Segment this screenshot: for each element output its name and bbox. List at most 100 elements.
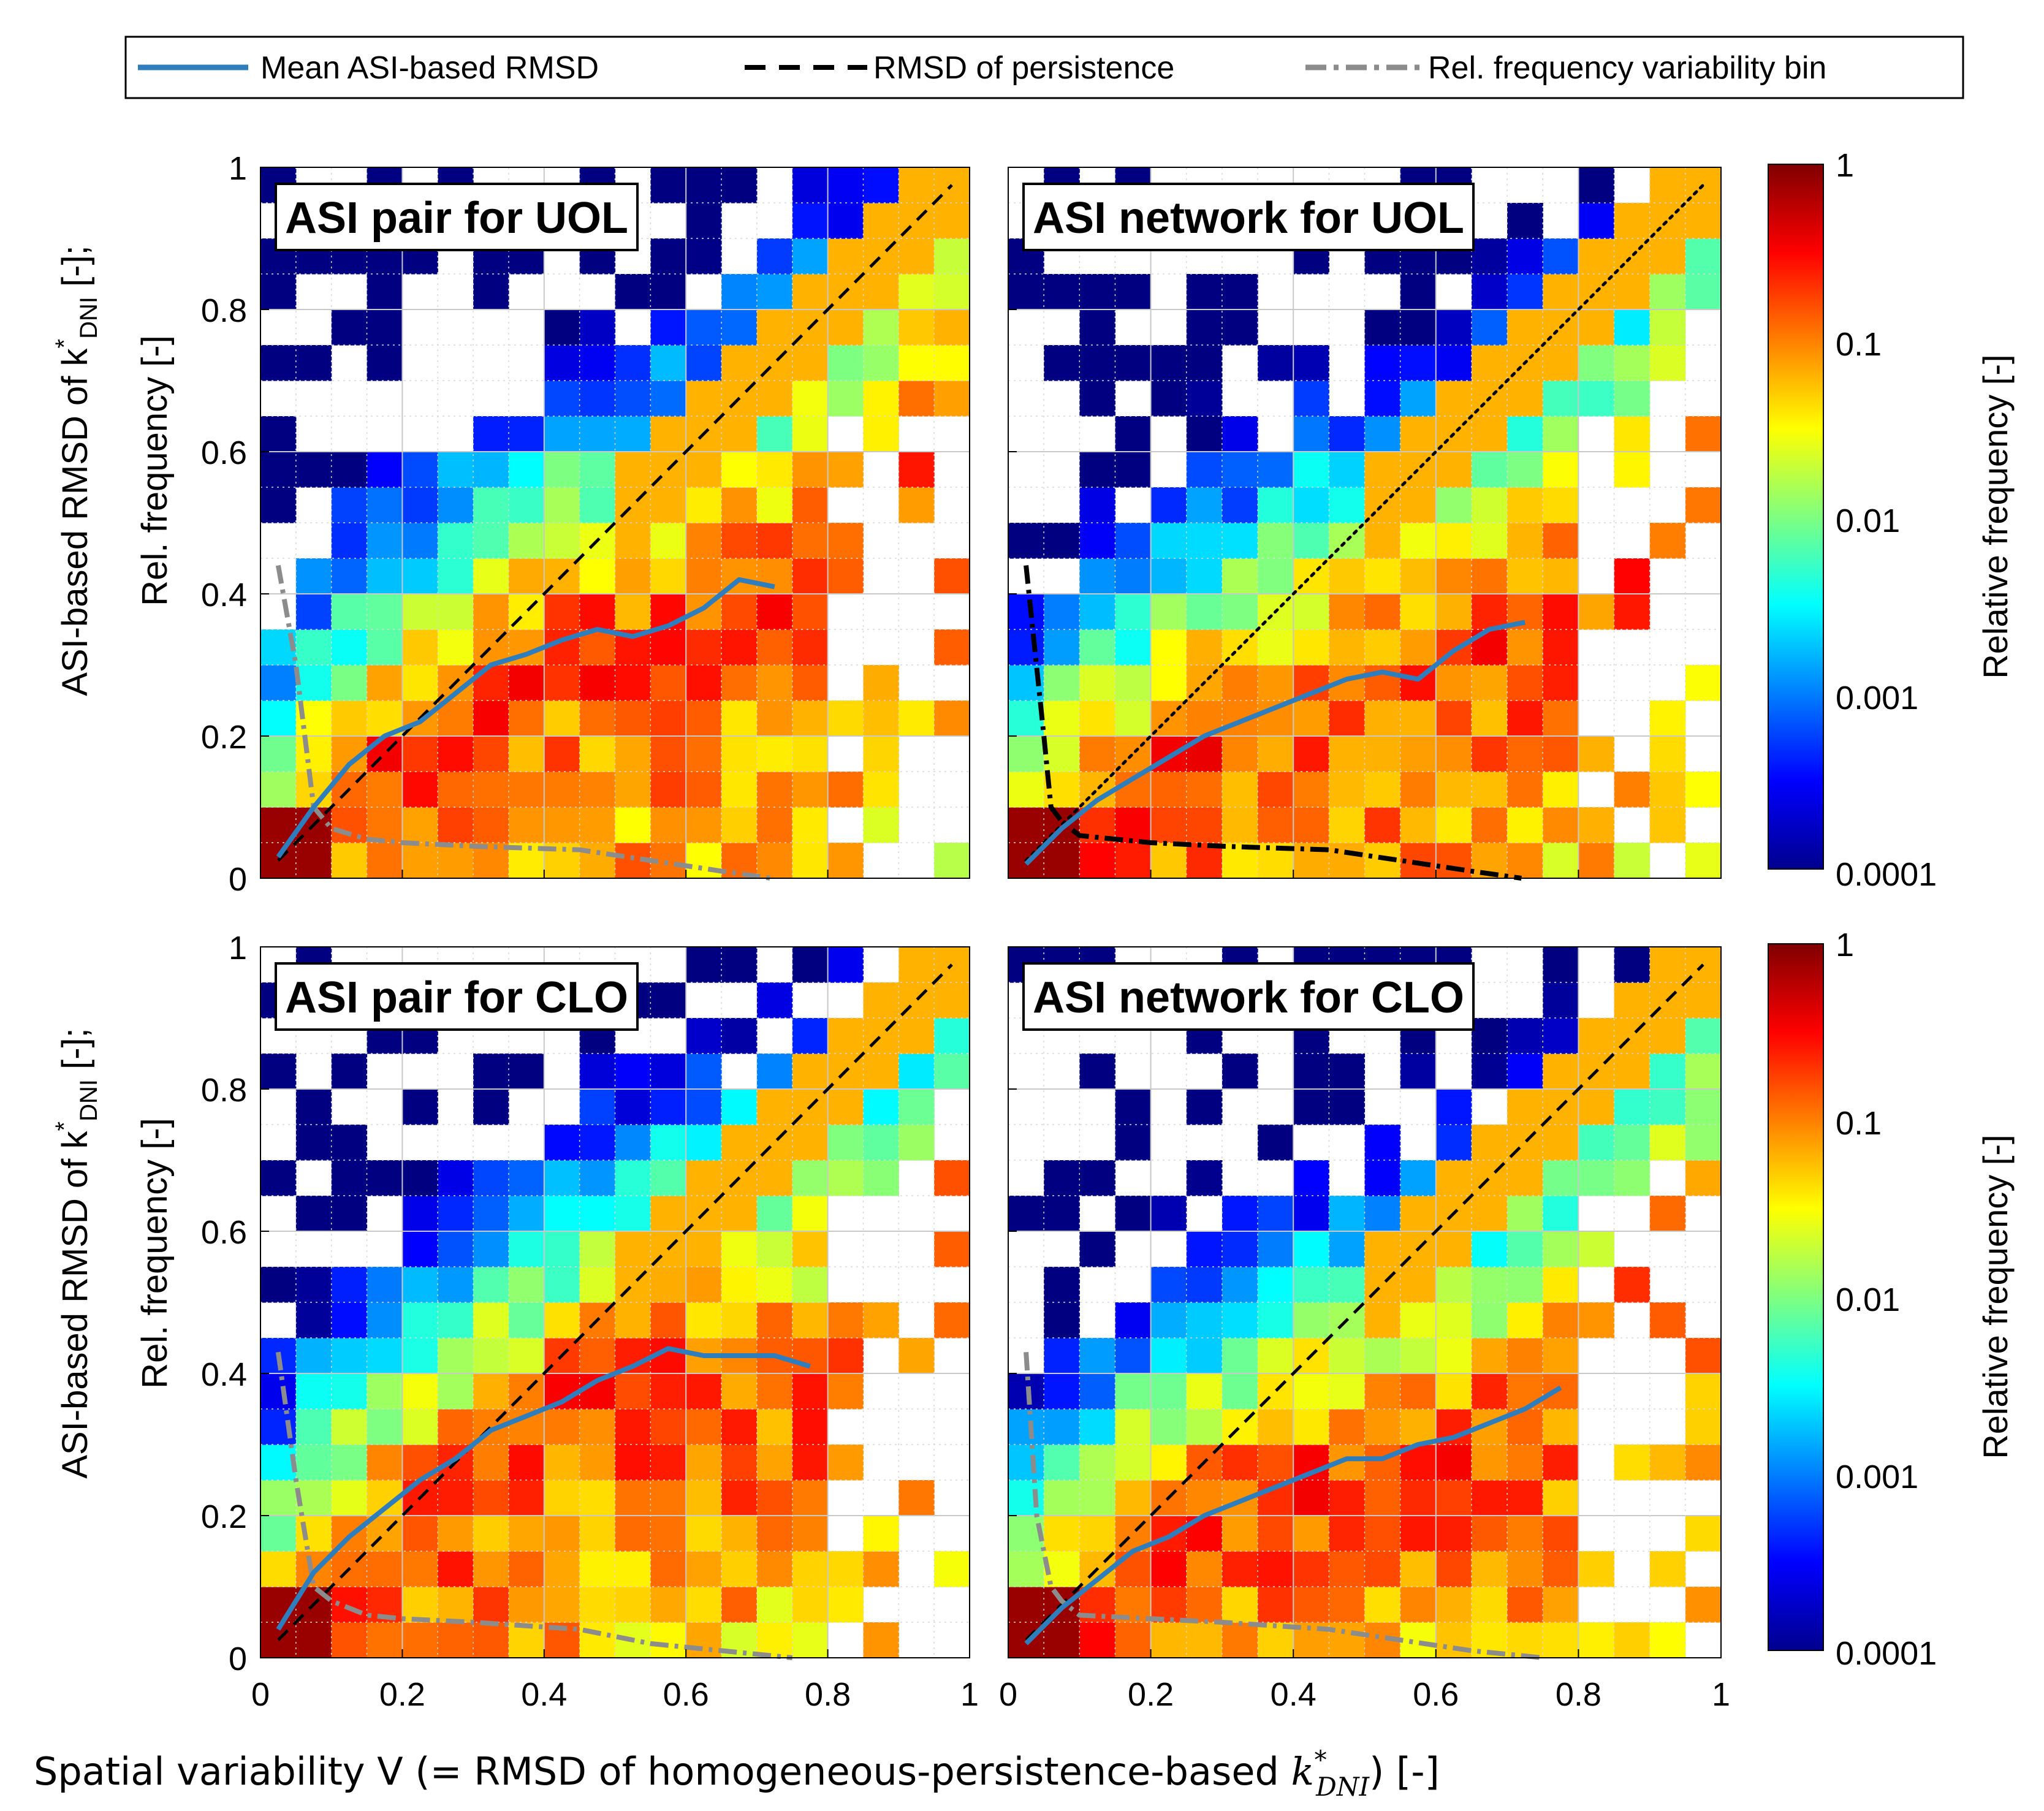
- heatmap-cell: [1293, 736, 1329, 772]
- heatmap-cell: [650, 736, 686, 772]
- heatmap-cell: [1008, 594, 1044, 630]
- heatmap-cell: [934, 309, 970, 346]
- heatmap-cell: [721, 629, 758, 666]
- heatmap-cell: [1150, 1267, 1187, 1303]
- heatmap-cell: [1471, 1125, 1508, 1161]
- heatmap-cell: [1329, 1054, 1366, 1090]
- heatmap-cell: [686, 807, 722, 843]
- heatmap-cell: [650, 1373, 686, 1410]
- heatmap-cell: [792, 345, 829, 381]
- heatmap-cell: [1258, 772, 1294, 808]
- heatmap-cell: [827, 309, 864, 346]
- heatmap-cell: [1293, 523, 1329, 559]
- heatmap-cell: [1079, 1160, 1116, 1196]
- colorbar-top-gradient: [1768, 164, 1824, 870]
- heatmap-cell: [686, 1480, 722, 1516]
- heatmap-cell: [1044, 1302, 1080, 1338]
- heatmap-cell: [863, 167, 899, 203]
- heatmap-cell: [650, 700, 686, 737]
- heatmap-cell: [1150, 523, 1187, 559]
- heatmap-cell: [756, 1089, 793, 1125]
- mean-rmsd-line: [276, 577, 775, 859]
- heatmap-cell: [1507, 1302, 1543, 1338]
- heatmap-cell: [721, 594, 758, 630]
- heatmap-cell: [1186, 1267, 1223, 1303]
- heatmap-cell: [1435, 1302, 1472, 1338]
- persistence-rmsd-line: [277, 184, 953, 862]
- heatmap-cell: [438, 843, 474, 879]
- heatmap-cell: [1044, 594, 1080, 630]
- heatmap-cell: [1435, 1516, 1472, 1552]
- heatmap-cell: [579, 452, 616, 488]
- heatmap-cell: [331, 1445, 368, 1481]
- heatmap-cell: [1685, 238, 1722, 275]
- panel-title-frame: [275, 183, 639, 251]
- heatmap-cell: [1115, 700, 1152, 737]
- heatmap-cell: [1258, 1125, 1294, 1161]
- heatmap-cell: [934, 1018, 970, 1054]
- heatmap-cell: [615, 1125, 651, 1161]
- heatmap-cell: [792, 1551, 829, 1587]
- heatmap-cell: [1364, 736, 1401, 772]
- heatmap-cell: [756, 1551, 793, 1587]
- heatmap-cell: [1221, 487, 1258, 523]
- heatmap-cell: [1293, 1480, 1329, 1516]
- legend-label-frequency: Rel. frequency variability bin: [1428, 50, 1826, 86]
- heatmap-cell: [473, 1089, 509, 1125]
- panel-title: ASI network for UOL: [1033, 194, 1464, 243]
- heatmap-cell: [331, 523, 368, 559]
- heatmap-cell: [1186, 1551, 1223, 1587]
- heatmap-cell: [1400, 1622, 1437, 1658]
- heatmap-cell: [473, 274, 509, 310]
- heatmap-cell: [402, 452, 438, 488]
- heatmap-cell: [1543, 1373, 1579, 1410]
- heatmap-cell: [331, 1125, 368, 1161]
- heatmap-cell: [650, 1089, 686, 1125]
- heatmap-cell: [295, 452, 332, 488]
- heatmap-cell: [1079, 381, 1116, 417]
- colorbar-bottom-tick-2: 0.1: [1836, 1105, 1882, 1142]
- heatmap-cell: [1186, 416, 1223, 452]
- heatmap-cell: [1293, 487, 1329, 523]
- heatmap-cell: [402, 629, 438, 666]
- heatmap-cell: [721, 416, 758, 452]
- heatmap-cell: [1543, 772, 1579, 808]
- heatmap-cell: [650, 1125, 686, 1161]
- heatmap-cell: [756, 1302, 793, 1338]
- heatmap-cell: [1329, 1480, 1366, 1516]
- heatmap-cell: [1614, 1054, 1651, 1090]
- heatmap-cell: [899, 947, 935, 983]
- heatmap-cell: [295, 558, 332, 594]
- heatmap-cell: [686, 1231, 722, 1267]
- x-axis-label: Spatial variability V (= RMSD of homogen…: [34, 1745, 1440, 1802]
- heatmap-cell: [1471, 807, 1508, 843]
- heatmap-cell: [756, 1622, 793, 1658]
- heatmap-cell: [1221, 452, 1258, 488]
- heatmap-cell: [686, 238, 722, 275]
- heatmap-cell: [544, 1160, 580, 1196]
- heatmap-cell: [473, 736, 509, 772]
- panel-title: ASI pair for UOL: [285, 194, 628, 243]
- heatmap-cell: [1364, 416, 1401, 452]
- heatmap-cell: [1079, 1516, 1116, 1552]
- heatmap-cell: [756, 309, 793, 346]
- heatmap-cell: [1507, 700, 1543, 737]
- heatmap-cell: [1079, 736, 1116, 772]
- heatmap-cell: [1543, 1445, 1579, 1481]
- heatmap-cell: [1008, 700, 1044, 737]
- heatmap-cell: [863, 381, 899, 417]
- axes-frame: [1008, 946, 1722, 1658]
- heatmap-cell: [1044, 1267, 1080, 1303]
- heatmap-cell: [650, 1267, 686, 1303]
- heatmap-cell: [721, 167, 758, 203]
- colorbar-bottom-tick-1: 1: [1836, 927, 1854, 963]
- heatmap-cell: [721, 736, 758, 772]
- frequency-curve: [1024, 1351, 1543, 1660]
- heatmap-cell: [579, 1231, 616, 1267]
- colorbar-top: 1 0.1 0.01 0.001 0.0001 Relative frequen…: [1768, 147, 2015, 893]
- heatmap-cell: [756, 1267, 793, 1303]
- heatmap-cell: [792, 452, 829, 488]
- heatmap-cell: [295, 1480, 332, 1516]
- heatmap-cell: [1649, 772, 1686, 808]
- heatmap-cell: [367, 487, 403, 523]
